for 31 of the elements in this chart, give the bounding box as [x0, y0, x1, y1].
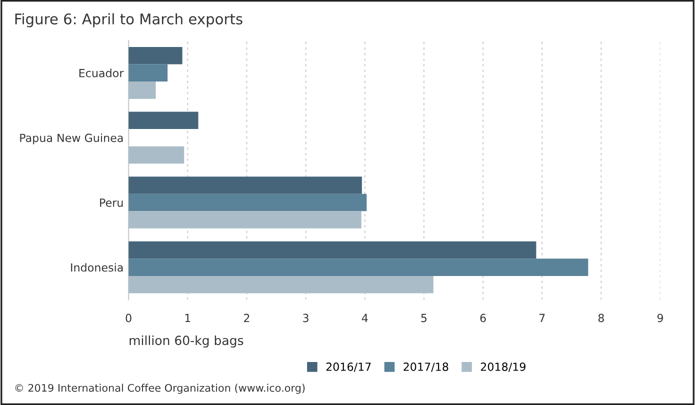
y-tick-label: Papua New Guinea — [20, 133, 123, 144]
y-tick-label: Indonesia — [71, 263, 123, 272]
text: © 2019 International Coffee Organization (www.ico.org) — [15, 384, 305, 394]
y-tick-label: Ecuador — [79, 68, 124, 78]
legend-label: 2017/18 — [404, 362, 448, 372]
bar — [128, 211, 362, 228]
bar — [128, 241, 536, 259]
bar — [128, 176, 362, 194]
legend-label: 2018/19 — [480, 362, 526, 372]
bar — [128, 46, 182, 64]
x-tick-label: 4 — [362, 314, 368, 322]
legend-label: 2016/17 — [326, 362, 371, 372]
x-tick-label: 7 — [539, 314, 545, 322]
x-axis-title: million 60-kg bags — [130, 335, 244, 348]
x-tick-label: 0 — [126, 314, 132, 322]
x-tick-label: 1 — [185, 314, 190, 322]
bar — [128, 82, 156, 99]
y-tick-label: Peru — [100, 198, 123, 207]
chart-title: Figure 6: April to March exports — [15, 13, 242, 28]
x-tick-label: 6 — [480, 314, 486, 322]
x-tick-label: 5 — [421, 314, 427, 322]
bar — [128, 64, 168, 82]
x-tick-label: 8 — [598, 314, 604, 322]
bar — [128, 258, 588, 276]
x-tick-label: 2 — [244, 314, 250, 322]
x-tick-label: 9 — [657, 314, 664, 322]
bar — [128, 112, 198, 130]
bar — [128, 276, 434, 294]
bar — [128, 194, 367, 212]
x-tick-label: 3 — [303, 314, 308, 322]
bar — [128, 146, 184, 164]
